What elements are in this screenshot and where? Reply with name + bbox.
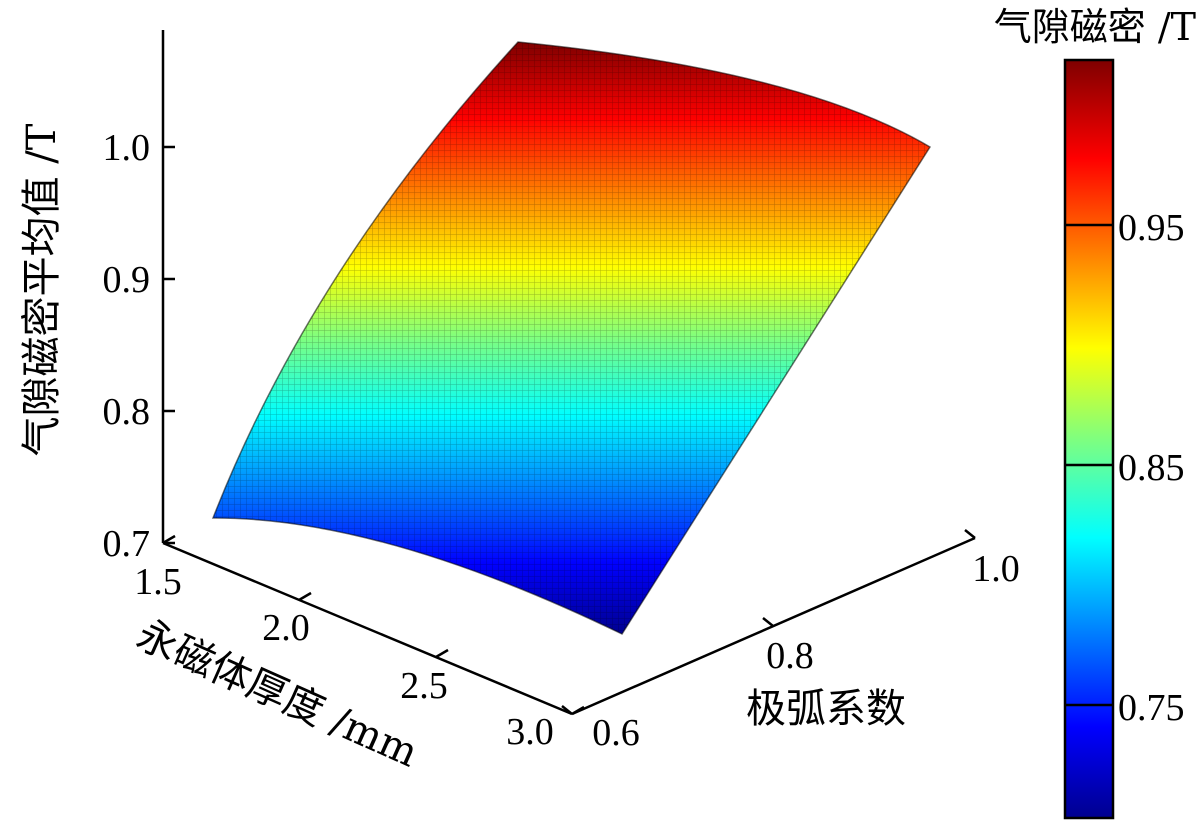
z-tick-label: 0.7 [103, 523, 151, 565]
x-tick-label: 3.0 [506, 711, 554, 753]
x-tick-mark [162, 534, 176, 545]
z-tick-label: 0.8 [103, 391, 151, 433]
x-tick-mark [298, 591, 312, 602]
x-tick-mark [435, 648, 449, 659]
y-tick-mark [561, 705, 573, 715]
surface [211, 41, 932, 635]
colorbar-tick-label: 0.85 [1118, 447, 1185, 489]
colorbar: 0.95 0.85 0.75 气隙磁密 /T [994, 5, 1196, 820]
y-tick-label: 1.0 [972, 548, 1020, 590]
y-axis-label: 极弧系数 [746, 686, 906, 732]
y-tick-label: 0.8 [766, 635, 814, 677]
y-tick-label: 0.6 [592, 712, 640, 754]
x-tick-label: 2.0 [262, 607, 310, 649]
colorbar-gradient [1063, 58, 1115, 820]
x-axis-line [162, 541, 573, 716]
colorbar-tick-label: 0.75 [1118, 687, 1185, 729]
z-axis-label: 气隙磁密平均值 /T [19, 123, 65, 456]
colorbar-tick-label: 0.95 [1118, 207, 1185, 249]
y-tick-mark [964, 529, 976, 539]
x-tick-label: 2.5 [400, 665, 448, 707]
z-tick-label: 1.0 [103, 127, 151, 169]
y-tick-mark [762, 617, 774, 627]
z-tick-label: 0.9 [103, 259, 151, 301]
colorbar-title: 气隙磁密 /T [994, 5, 1196, 49]
x-tick-label: 1.5 [134, 561, 182, 603]
surface-mesh [213, 42, 930, 634]
x-tick-mark [571, 705, 585, 716]
surface-edge [211, 41, 932, 635]
axes [161, 30, 976, 716]
y-axis-line [571, 536, 976, 716]
